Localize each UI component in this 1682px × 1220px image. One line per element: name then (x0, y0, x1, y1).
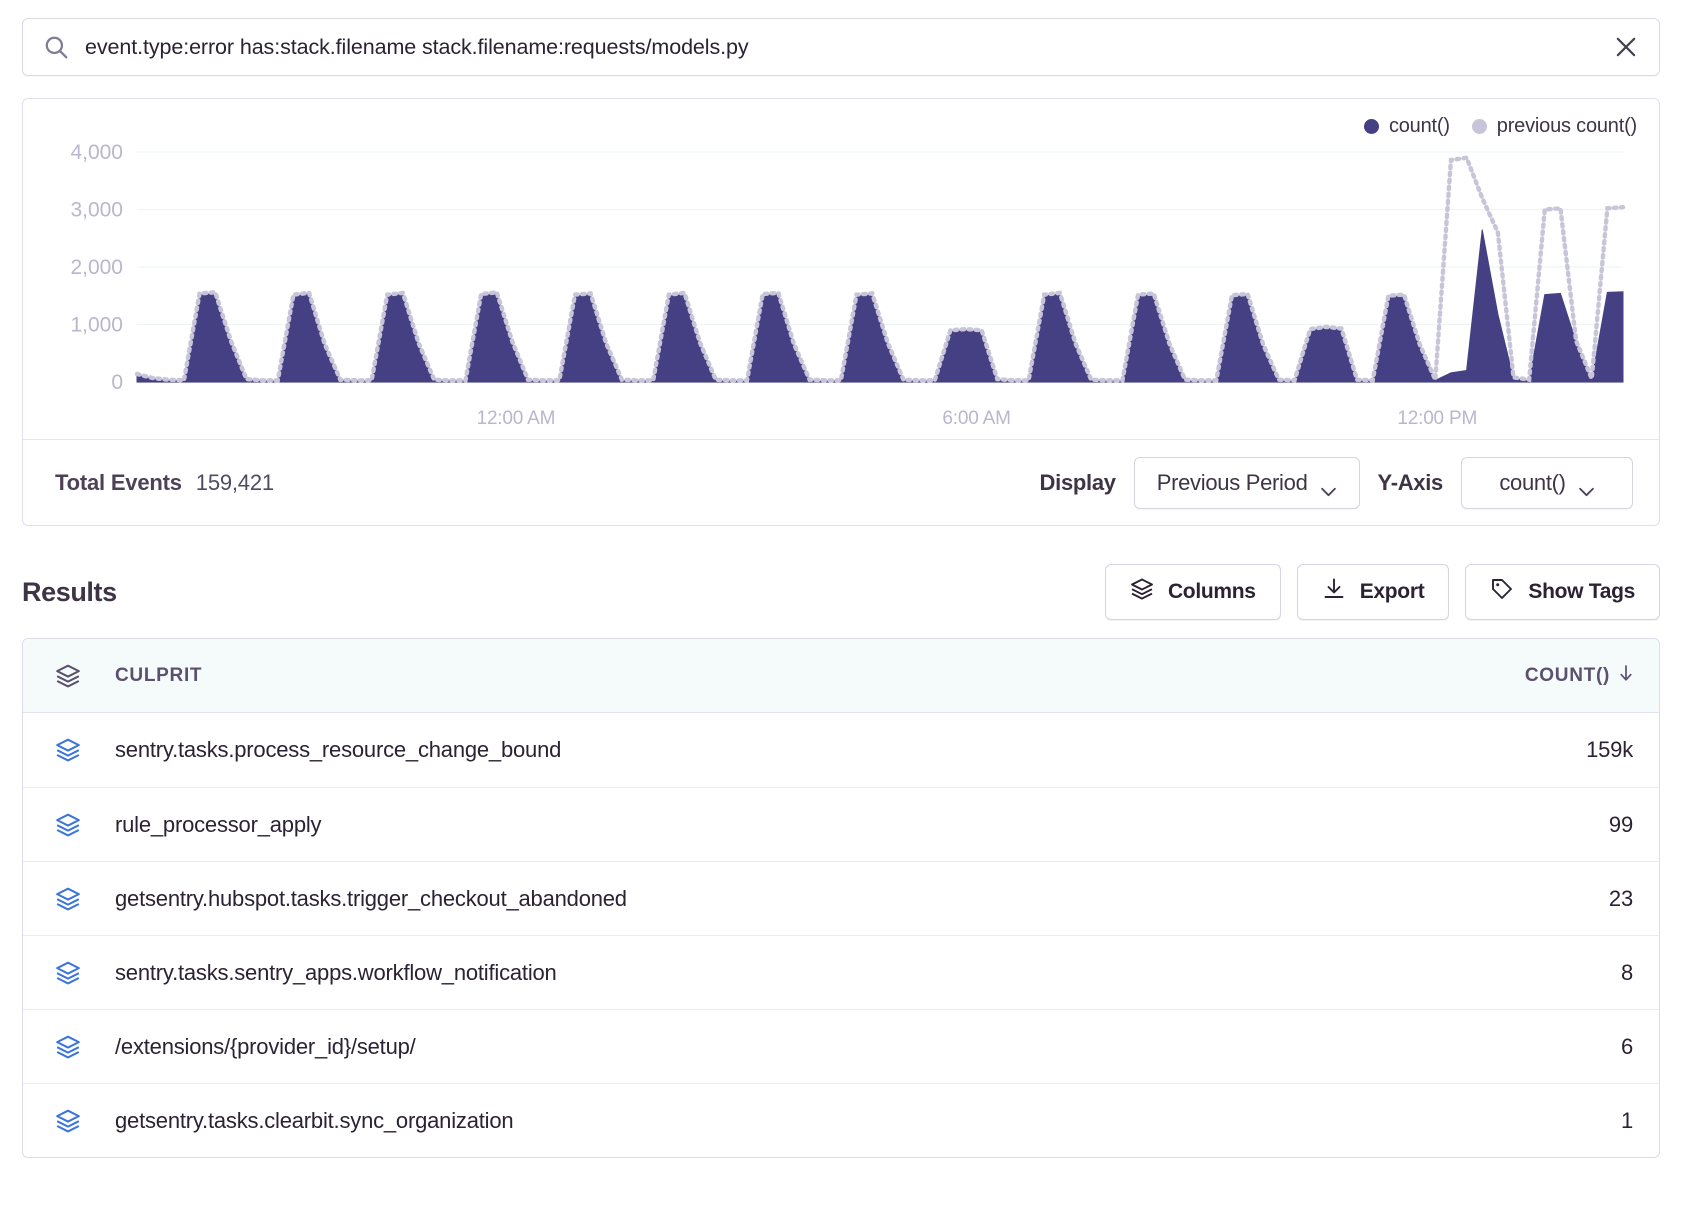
stack-icon (55, 1108, 93, 1134)
table-row[interactable]: getsentry.tasks.clearbit.sync_organizati… (23, 1083, 1659, 1157)
clear-search-button[interactable] (1611, 32, 1641, 62)
legend-item-count[interactable]: count() (1363, 115, 1450, 138)
stack-icon (55, 737, 93, 763)
row-culprit[interactable]: getsentry.hubspot.tasks.trigger_checkout… (115, 885, 627, 911)
total-events-label: Total Events (55, 469, 182, 495)
y-axis-dropdown[interactable]: count() (1461, 456, 1633, 509)
columns-button[interactable]: Columns (1104, 564, 1281, 620)
stack-icon (1130, 577, 1154, 607)
y-axis-label: Y-Axis (1377, 469, 1444, 495)
x-axis: 12:00 AM 6:00 AM 12:00 PM (137, 400, 1623, 440)
stack-icon (55, 886, 93, 912)
y-axis-tick-label: 0 (111, 371, 123, 394)
chart-legend: count() previous count() (1363, 115, 1637, 138)
table-header-row: CULPRIT COUNT() (23, 639, 1659, 713)
series-previous-count (134, 155, 1626, 383)
chart-panel: count() previous count() 0 1,000 2,000 3,00… (22, 98, 1660, 526)
row-culprit[interactable]: sentry.tasks.sentry_apps.workflow_notifi… (115, 959, 557, 985)
arrow-down-icon (1619, 664, 1633, 688)
chart-controls: Display Previous Period Y-Axis count() (1039, 456, 1633, 509)
chart-footer: Total Events 159,421 Display Previous Pe… (23, 439, 1659, 525)
tag-icon (1490, 577, 1514, 607)
legend-label-previous-count: previous count() (1496, 115, 1637, 137)
table-row[interactable]: rule_processor_apply 99 (23, 787, 1659, 861)
export-button-label: Export (1359, 580, 1425, 603)
row-culprit[interactable]: rule_processor_apply (115, 811, 322, 837)
y-axis-tick-label: 4,000 (70, 141, 123, 164)
search-bar[interactable] (22, 18, 1660, 76)
time-series-chart[interactable]: 0 1,000 2,000 3,000 4,000 (41, 115, 1641, 400)
show-tags-button-label: Show Tags (1528, 580, 1635, 603)
stack-icon (55, 663, 93, 689)
x-axis-tick-label: 6:00 AM (942, 408, 1011, 429)
table-row[interactable]: getsentry.hubspot.tasks.trigger_checkout… (23, 861, 1659, 935)
y-axis-tick-label: 2,000 (70, 256, 123, 279)
results-header: Results Columns (22, 562, 1660, 622)
row-count: 159k (1586, 737, 1633, 762)
row-count: 6 (1620, 1033, 1633, 1059)
search-input[interactable] (85, 34, 1611, 60)
plot-wrapper: 0 1,000 2,000 3,000 4,000 12:00 AM 6:00 AM 12:… (41, 115, 1641, 439)
results-actions: Columns Export (1104, 564, 1660, 620)
stack-icon (55, 812, 93, 838)
row-count: 8 (1620, 959, 1633, 985)
table-row[interactable]: sentry.tasks.process_resource_change_bou… (23, 713, 1659, 787)
row-culprit[interactable]: /extensions/{provider_id}/setup/ (115, 1033, 416, 1059)
column-header-count[interactable]: COUNT() (1525, 664, 1633, 688)
row-count: 23 (1608, 885, 1633, 911)
table-row[interactable]: sentry.tasks.sentry_apps.workflow_notifi… (23, 935, 1659, 1009)
display-dropdown[interactable]: Previous Period (1133, 456, 1360, 509)
show-tags-button[interactable]: Show Tags (1465, 564, 1660, 620)
results-table: CULPRIT COUNT() sentry.tasks.process_res… (22, 638, 1660, 1158)
column-header-culprit[interactable]: CULPRIT (115, 664, 203, 686)
legend-item-previous-count[interactable]: previous count() (1471, 115, 1637, 138)
chevron-down-icon (1320, 477, 1337, 497)
column-header-count-label: COUNT() (1524, 664, 1610, 686)
legend-dot-previous-count (1471, 119, 1487, 134)
search-icon (43, 34, 69, 60)
row-count: 1 (1620, 1107, 1633, 1133)
columns-button-label: Columns (1167, 580, 1256, 603)
export-button[interactable]: Export (1296, 564, 1450, 620)
stack-icon (55, 1034, 93, 1060)
chevron-down-icon (1578, 477, 1595, 497)
download-icon (1322, 577, 1346, 607)
display-label: Display (1039, 469, 1116, 495)
legend-label-count: count() (1388, 115, 1450, 137)
total-events: Total Events 159,421 (55, 470, 274, 496)
y-axis-tick-label: 3,000 (70, 199, 123, 222)
table-body: sentry.tasks.process_resource_change_bou… (23, 713, 1659, 1157)
row-culprit[interactable]: sentry.tasks.process_resource_change_bou… (115, 737, 562, 762)
row-count: 99 (1608, 811, 1633, 837)
y-axis-tick-label: 1,000 (70, 314, 123, 337)
x-axis-tick-label: 12:00 AM (476, 408, 556, 429)
display-value: Previous Period (1156, 469, 1308, 495)
results-title: Results (22, 576, 117, 607)
legend-dot-count (1363, 119, 1379, 134)
y-axis-value: count() (1499, 469, 1566, 495)
x-axis-tick-label: 12:00 PM (1397, 408, 1478, 429)
table-row[interactable]: /extensions/{provider_id}/setup/6 (23, 1009, 1659, 1083)
series-count (136, 229, 1624, 383)
chart-area: count() previous count() 0 1,000 2,000 3,00… (23, 99, 1659, 439)
stack-icon (55, 960, 93, 986)
row-culprit[interactable]: getsentry.tasks.clearbit.sync_organizati… (115, 1107, 514, 1133)
total-events-value: 159,421 (195, 469, 274, 495)
